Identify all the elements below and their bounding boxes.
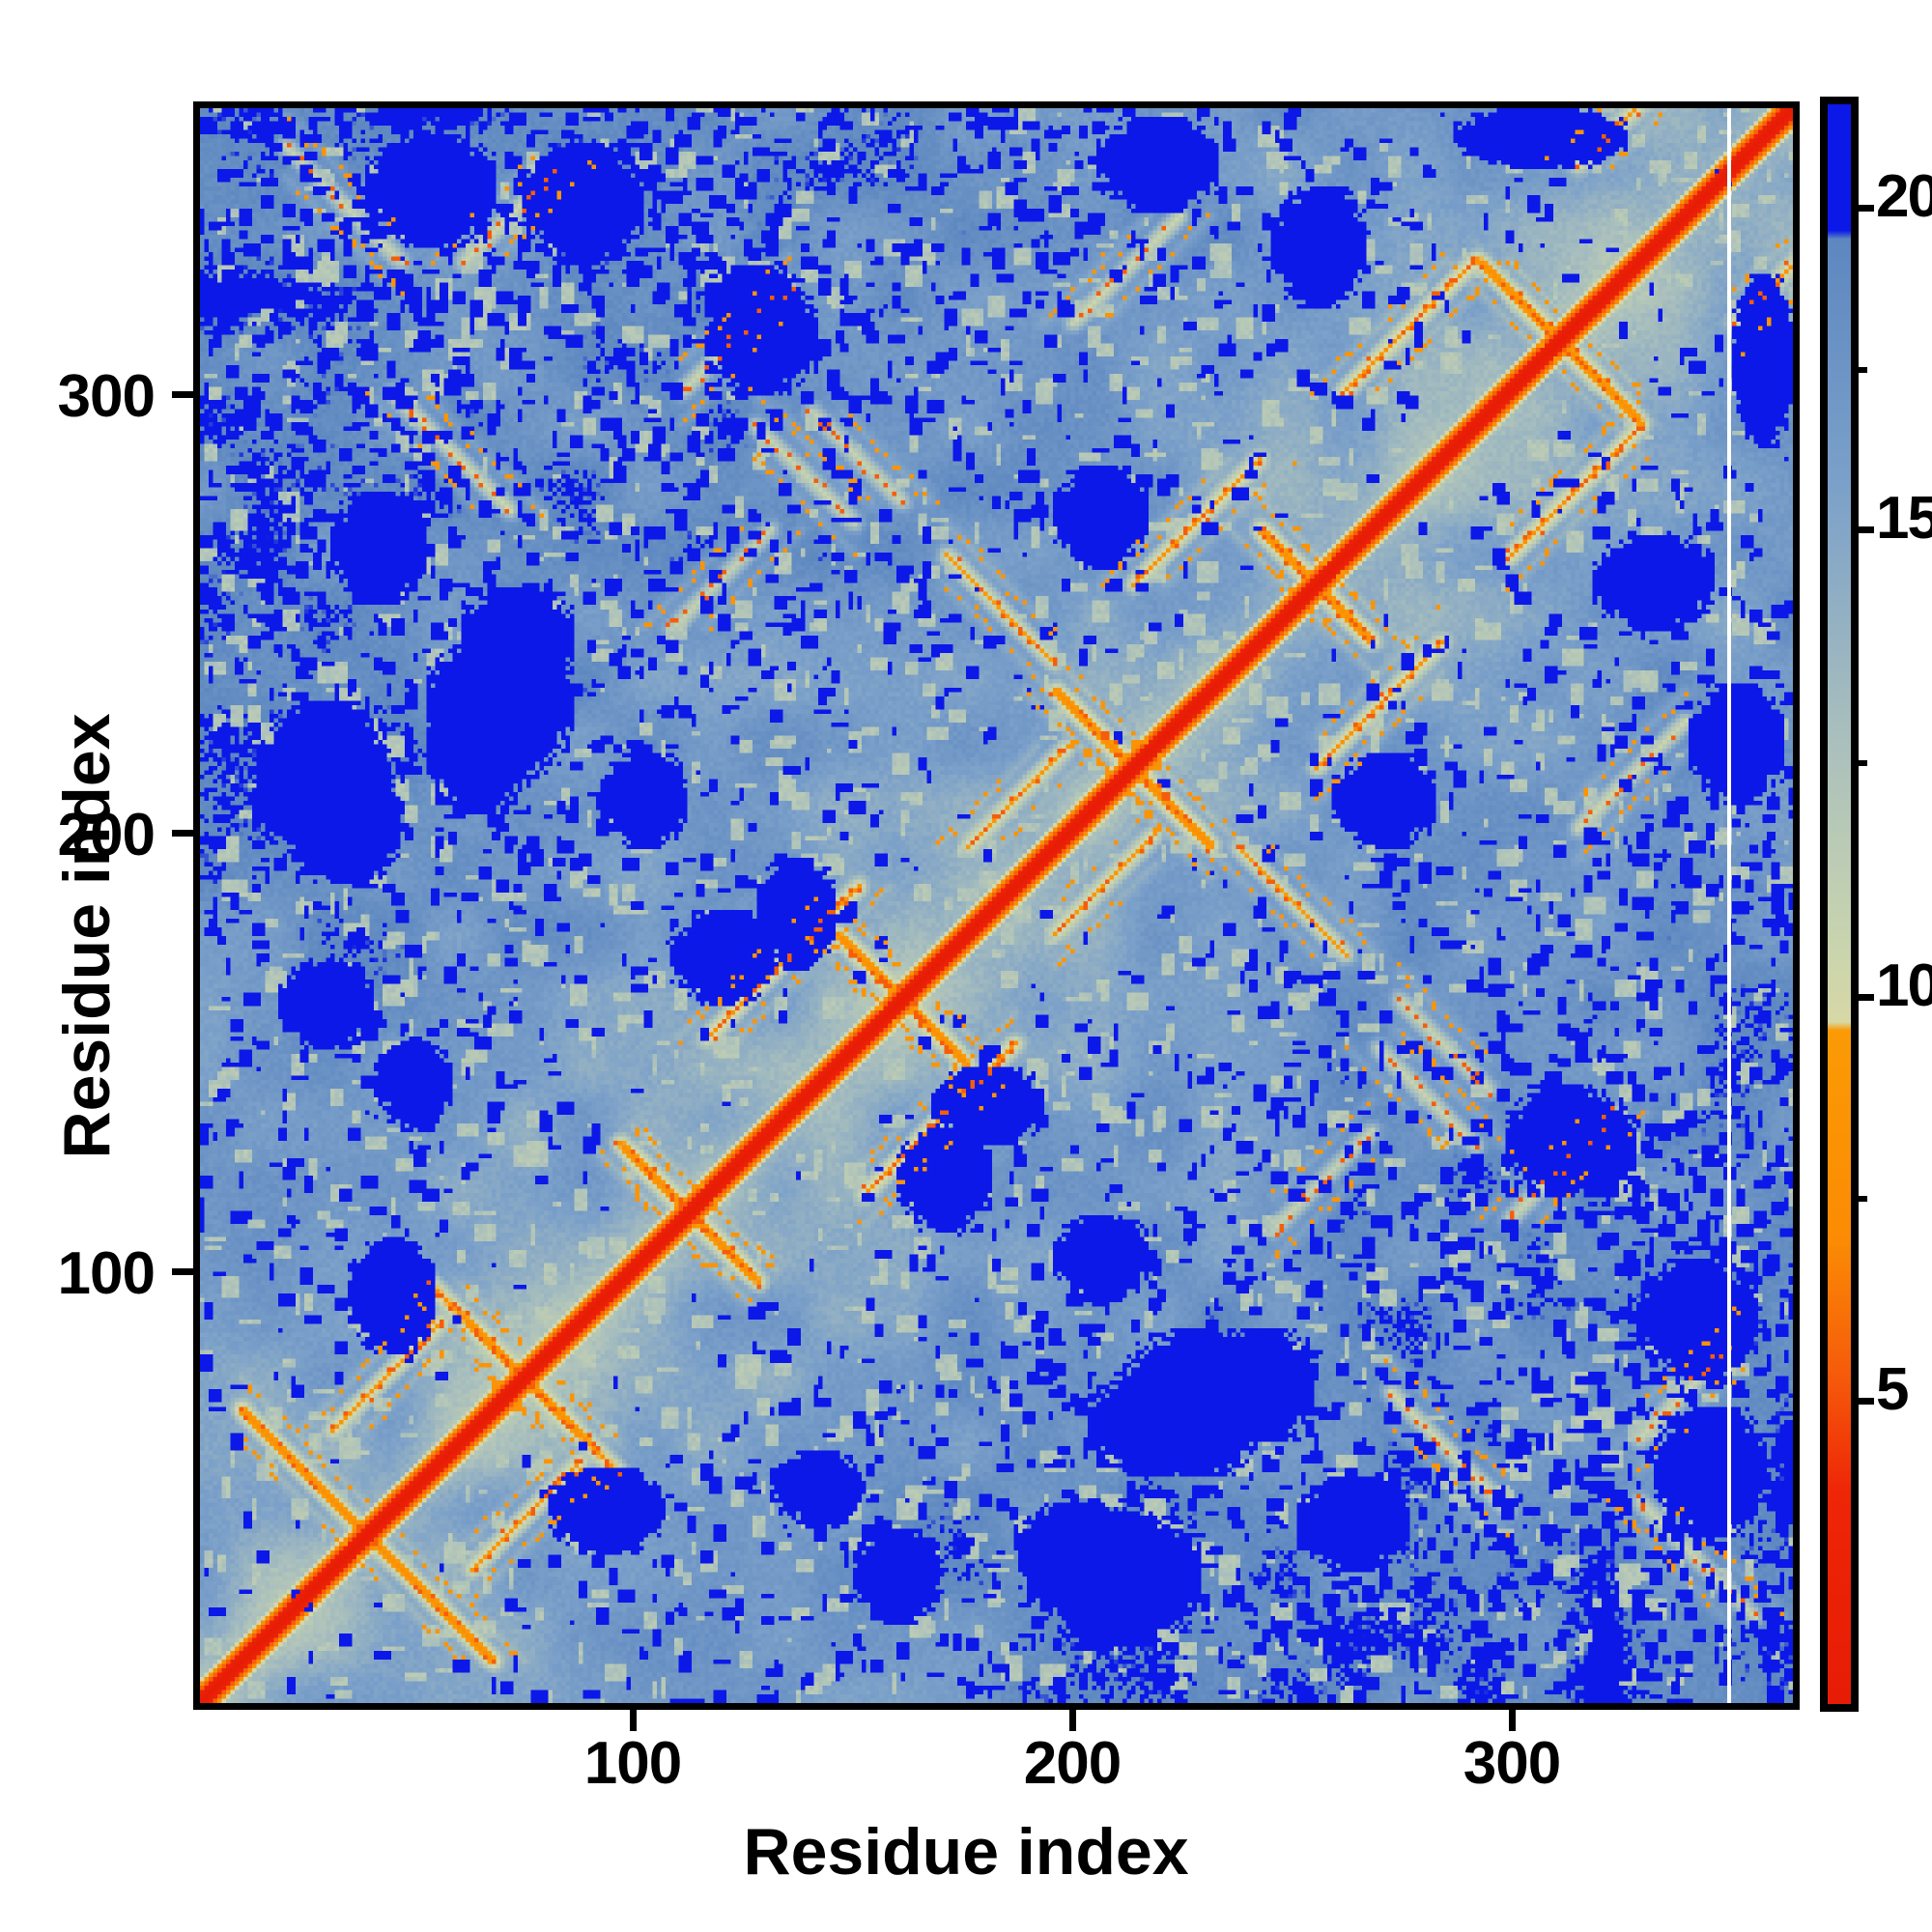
colorbar-tick-10 (1857, 994, 1874, 1001)
colorbar-wrapper (1820, 97, 1859, 1712)
x-tick-200 (1069, 1710, 1076, 1731)
colorbar-label-20: 20 (1876, 163, 1932, 230)
heatmap-plot-area (193, 101, 1800, 1710)
y-tick-label-100: 100 (57, 1240, 156, 1307)
y-tick-200 (172, 830, 193, 837)
x-tick-label-200: 200 (1023, 1730, 1122, 1797)
colorbar-minor-tick-7-5 (1857, 1196, 1867, 1202)
y-tick-label-200: 200 (57, 802, 156, 868)
colorbar-minor-tick-17-5 (1857, 367, 1867, 373)
x-tick-100 (630, 1710, 637, 1731)
x-tick-label-100: 100 (583, 1730, 682, 1797)
colorbar-tick-15 (1857, 526, 1874, 533)
y-tick-label-300: 300 (57, 363, 156, 430)
y-axis-title-wrapper: Residue index (49, 115, 125, 1757)
residue-separator-line (1727, 108, 1732, 1703)
y-tick-300 (172, 391, 193, 398)
x-tick-label-300: 300 (1463, 1730, 1561, 1797)
colorbar-tick-20 (1857, 205, 1874, 212)
colorbar-label-5: 5 (1876, 1356, 1910, 1423)
colorbar-gradient (1828, 104, 1851, 1704)
colorbar-tick-5 (1857, 1398, 1874, 1405)
x-tick-300 (1509, 1710, 1516, 1731)
colorbar-label-10: 10 (1876, 952, 1932, 1019)
y-tick-100 (172, 1268, 193, 1275)
colorbar (1820, 97, 1859, 1712)
residue-distance-heatmap (200, 108, 1793, 1703)
y-axis-title: Residue index (50, 713, 124, 1159)
x-axis-title: Residue index (743, 1815, 1189, 1889)
colorbar-label-15: 15 (1876, 485, 1932, 552)
colorbar-minor-tick-12-5 (1857, 760, 1867, 766)
